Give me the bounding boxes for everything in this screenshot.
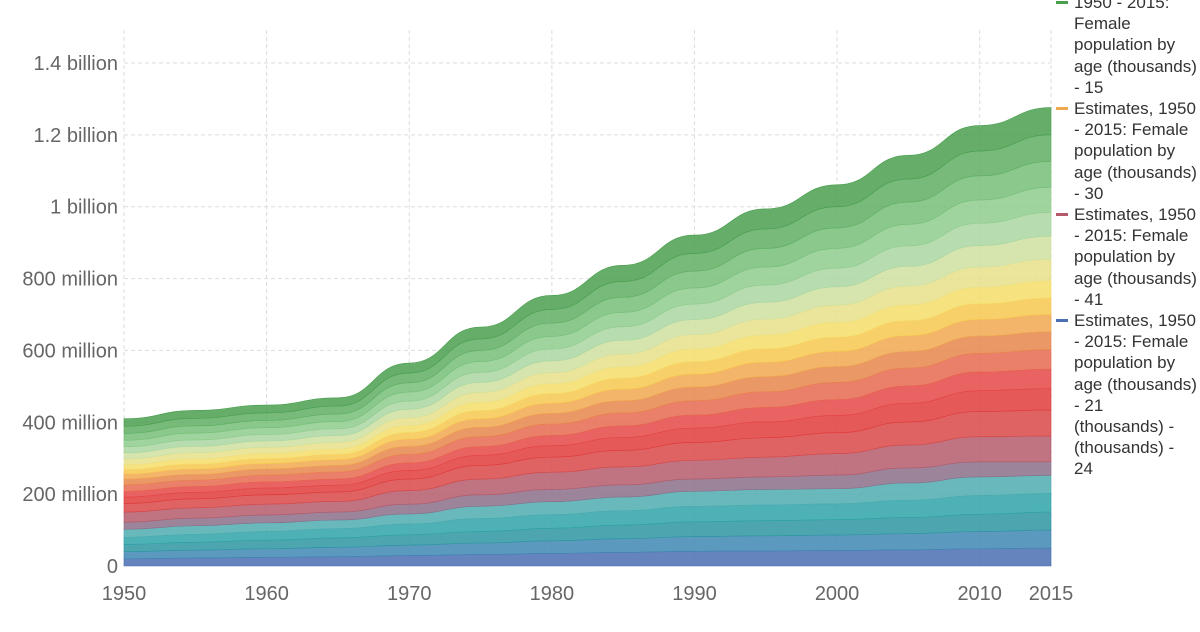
- legend-item: (thousands) -: [1051, 437, 1200, 458]
- legend-swatch: [1056, 425, 1068, 428]
- legend-swatch: [1056, 319, 1068, 323]
- legend-label: 1950 - 2015: Female population by age (t…: [1074, 0, 1197, 97]
- legend: 1950 - 2015: Female population by age (t…: [1051, 0, 1200, 632]
- area-series: [123, 107, 1052, 567]
- x-tick-label: 1970: [387, 583, 432, 605]
- legend-item: Estimates, 1950 - 2015: Female populatio…: [1051, 310, 1200, 416]
- x-tick-label: 2000: [815, 583, 860, 605]
- y-tick-label: 0: [107, 556, 118, 578]
- legend-swatch: [1056, 467, 1068, 470]
- legend-item: (thousands) -: [1051, 416, 1200, 437]
- y-tick-label: 800 million: [22, 269, 118, 291]
- legend-label: 24: [1074, 459, 1093, 479]
- legend-swatch: [1056, 107, 1068, 111]
- y-tick-label: 200 million: [22, 484, 118, 506]
- legend-swatch: [1056, 1, 1068, 4]
- x-tick-label: 2010: [957, 583, 1002, 605]
- y-tick-label: 1.2 billion: [33, 125, 118, 147]
- legend-item: Estimates, 1950 - 2015: Female populatio…: [1051, 98, 1200, 204]
- x-tick-label: 2015: [1029, 583, 1074, 605]
- y-tick-label: 600 million: [22, 340, 118, 362]
- legend-label: Estimates, 1950 - 2015: Female populatio…: [1074, 311, 1197, 415]
- area-series-22: [123, 107, 1052, 427]
- legend-swatch: [1056, 213, 1068, 217]
- x-tick-label: 1990: [672, 583, 717, 605]
- legend-item: 1950 - 2015: Female population by age (t…: [1051, 0, 1200, 98]
- y-axis: 0 200 million 400 million 600 million 800 mi…: [22, 53, 118, 578]
- y-tick-label: 1.4 billion: [33, 53, 118, 75]
- legend-item: Estimates, 1950 - 2015: Female populatio…: [1051, 204, 1200, 310]
- x-tick-label: 1980: [530, 583, 575, 605]
- y-tick-label: 1 billion: [50, 197, 118, 219]
- legend-label: (thousands) -: [1074, 417, 1175, 437]
- legend-list: 1950 - 2015: Female population by age (t…: [1051, 0, 1200, 480]
- legend-label: (thousands) -: [1074, 438, 1175, 458]
- legend-label: Estimates, 1950 - 2015: Female populatio…: [1074, 99, 1197, 203]
- y-tick-label: 400 million: [22, 412, 118, 434]
- legend-swatch: [1056, 446, 1068, 449]
- legend-item: 24: [1051, 458, 1200, 479]
- x-tick-label: 1950: [102, 583, 147, 605]
- x-tick-label: 1960: [244, 583, 289, 605]
- legend-label: Estimates, 1950 - 2015: Female populatio…: [1074, 205, 1197, 309]
- x-axis: 1950 1960 1970 1980 1990 2000 2010 2015: [102, 583, 1074, 605]
